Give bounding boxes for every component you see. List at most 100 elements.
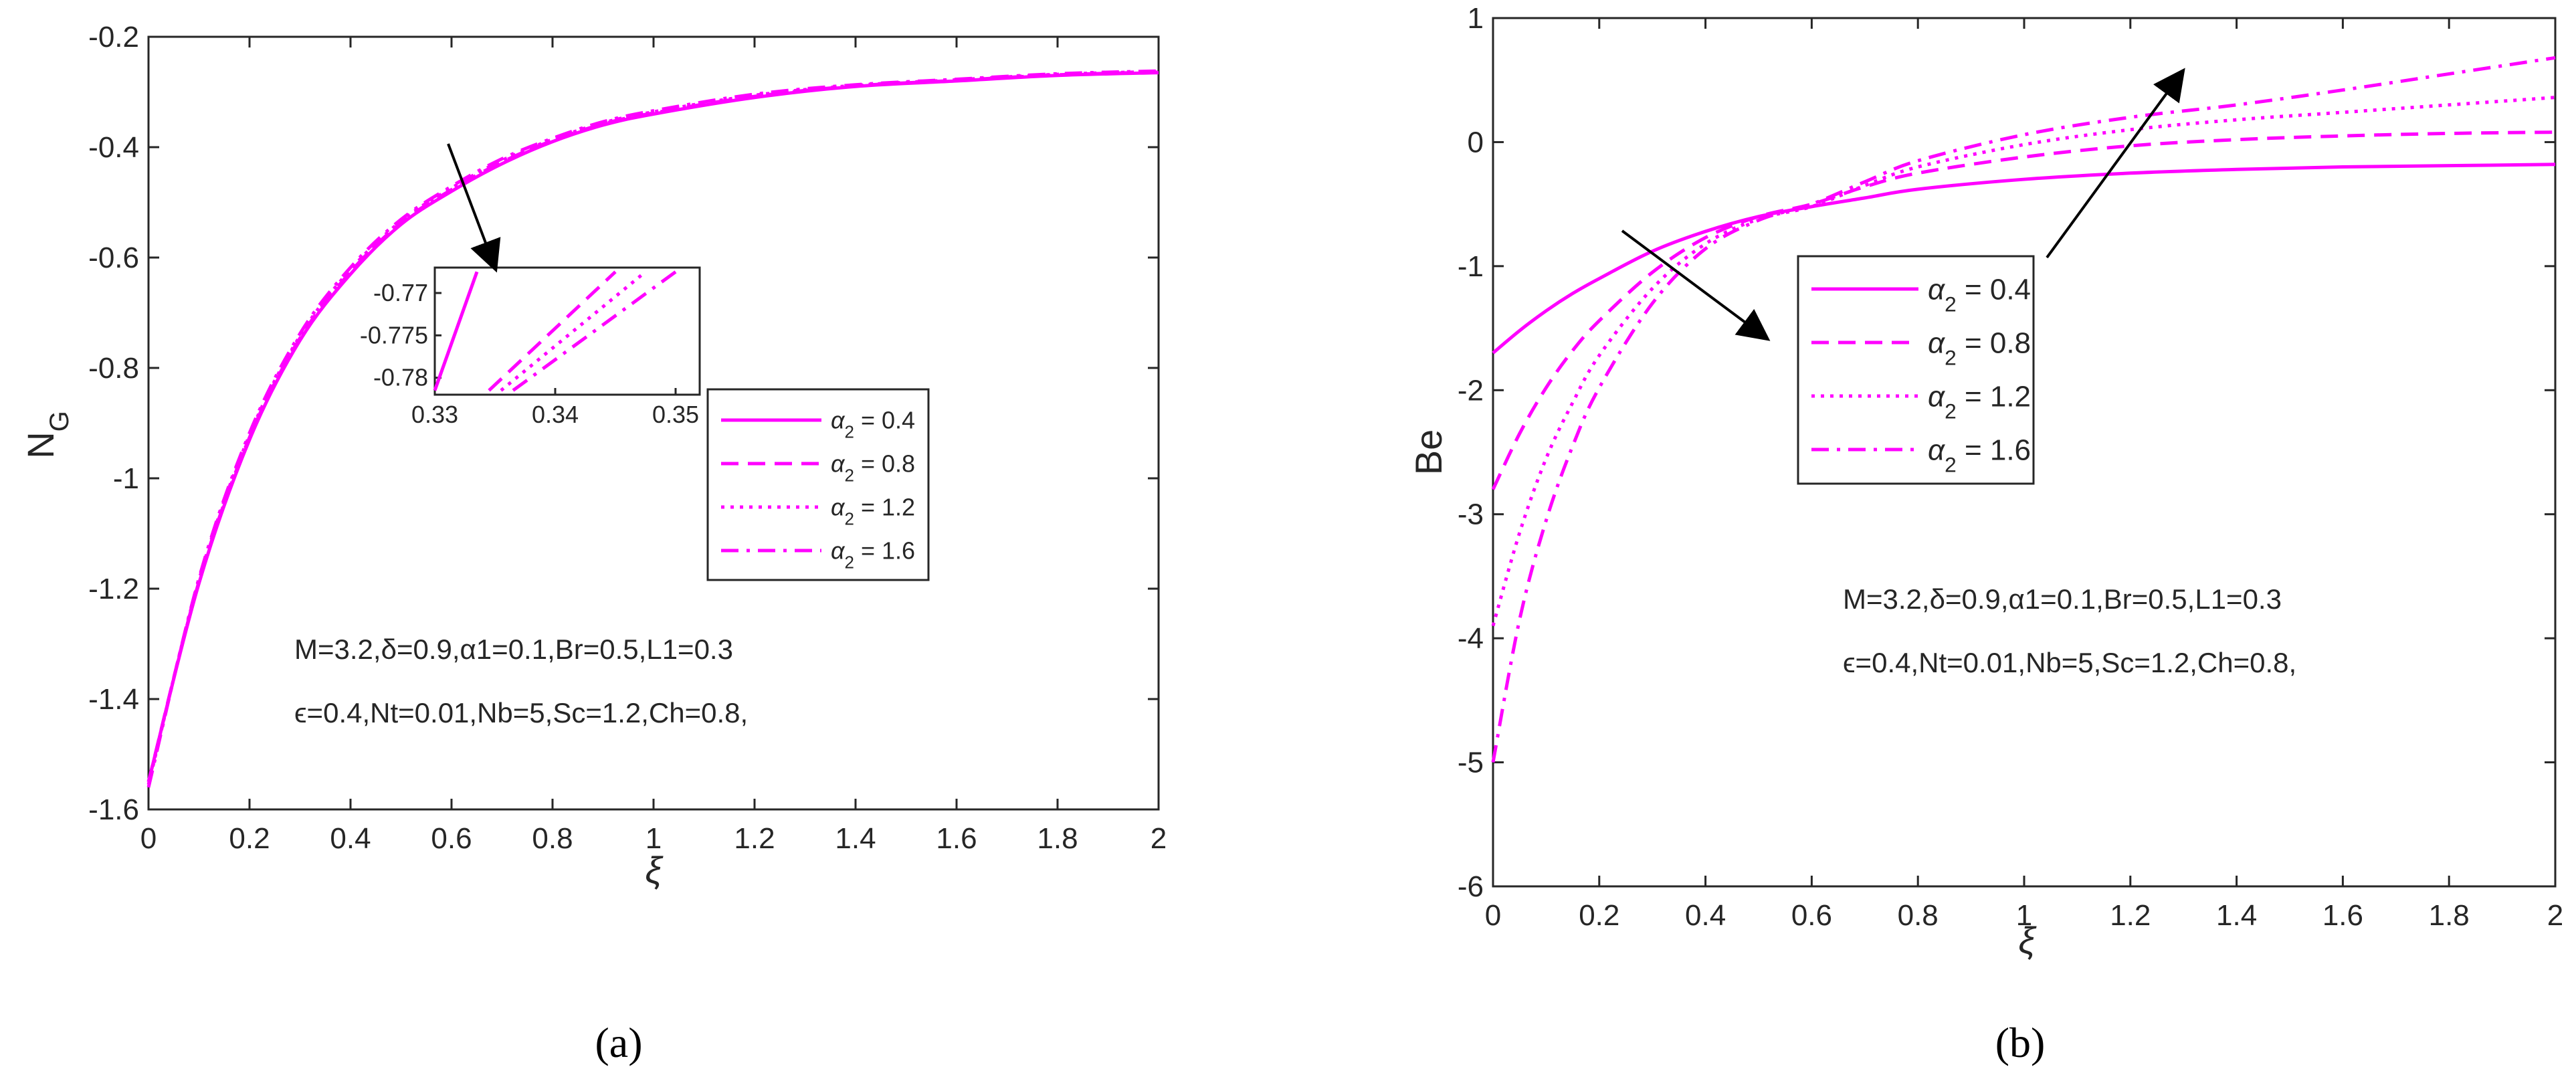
series-line-dashed: [146, 70, 1159, 783]
panel-label-a: (a): [595, 1019, 642, 1066]
y-tick-label: -3: [1458, 498, 1484, 531]
y-tick-label: -0.4: [88, 131, 139, 164]
panel-label-b: (b): [1995, 1019, 2046, 1066]
x-tick-label: 0.2: [229, 822, 270, 855]
legend-entry-label: α2 = 0.8: [1928, 326, 2031, 369]
x-tick-label: 1.8: [2429, 899, 2470, 932]
x-tick-label: 0: [1485, 899, 1501, 932]
legend-value: = 1.2: [854, 494, 915, 521]
y-label-main-a: N: [19, 431, 62, 458]
legend-entry-label: α2 = 1.6: [1928, 433, 2031, 476]
legend-symbol: α: [1928, 380, 1946, 413]
params-text-a-1: M=3.2,δ=0.9,α1=0.1,Br=0.5,L1=0.3: [294, 633, 733, 665]
y-tick-label: -4: [1458, 622, 1484, 655]
y-tick-label: -0.8: [88, 352, 139, 385]
legend-box-b: [1797, 255, 2035, 485]
legend-symbol: α: [1928, 326, 1946, 359]
x-tick-label: 0.8: [1898, 899, 1939, 932]
y-tick-label: -1.2: [88, 573, 139, 605]
x-tick-label: 1: [646, 822, 662, 855]
inset-line-dotted: [500, 270, 647, 392]
x-tick-label: 0: [140, 822, 157, 855]
inset-y-tick-label: -0.775: [360, 321, 428, 349]
y-ticks-b: 1 0 -1 -2 -3 -4 -5 -6: [1458, 2, 2555, 903]
legend-entry-label: α2 = 0.4: [831, 407, 915, 442]
x-tick-label: 1.2: [734, 822, 775, 855]
inset-line-dashed: [488, 270, 617, 392]
x-ticks-b: 0 0.2 0.4 0.6 0.8 1 1.2 1.4 1.6 1.8 2: [1485, 18, 2563, 932]
x-tick-label: 0.6: [1791, 899, 1832, 932]
params-text-a-2: ϵ=0.4,Nt=0.01,Nb=5,Sc=1.2,Ch=0.8,: [294, 697, 748, 728]
legend-subscript: 2: [845, 423, 854, 442]
legend-value: = 1.2: [1957, 380, 2031, 413]
y-tick-label: -5: [1458, 747, 1484, 779]
params-line2-b: ϵ=0.4,Nt=0.01,Nb=5,Sc=1.2,Ch=0.8,: [1843, 647, 2296, 678]
x-tick-label: 1.8: [1037, 822, 1078, 855]
params-line1-a: M=3.2,δ=0.9,α1=0.1,Br=0.5,L1=0.3: [294, 633, 733, 665]
x-tick-label: 0.2: [1579, 899, 1619, 932]
legend-subscript: 2: [845, 554, 854, 573]
legend-entry-label: α2 = 0.8: [831, 450, 915, 486]
legend-entry-label: α2 = 1.2: [831, 494, 915, 529]
legend-value: = 0.8: [854, 450, 915, 478]
x-tick-label: 0.4: [1685, 899, 1726, 932]
y-tick-label: 0: [1468, 126, 1484, 159]
params-text-b-2: ϵ=0.4,Nt=0.01,Nb=5,Sc=1.2,Ch=0.8,: [1843, 647, 2296, 678]
x-tick-label: 1.6: [936, 822, 977, 855]
legend-entry-label: α2 = 0.4: [1928, 273, 2031, 316]
x-axis-label-b: ξ: [2018, 919, 2037, 961]
trend-arrow-b-down: [1621, 229, 1771, 341]
y-tick-label: -0.6: [88, 241, 139, 274]
params-line2-a: ϵ=0.4,Nt=0.01,Nb=5,Sc=1.2,Ch=0.8,: [294, 697, 748, 728]
plot-area-a: [147, 35, 1160, 811]
legend-subscript: 2: [1945, 345, 1957, 369]
legend-value: = 1.6: [1957, 433, 2031, 466]
params-line1-b: M=3.2,δ=0.9,α1=0.1,Br=0.5,L1=0.3: [1843, 583, 2282, 615]
y-tick-label: -1: [1458, 250, 1484, 283]
x-tick-label: 0.8: [532, 822, 573, 855]
inset-ticks-a: 0.33 0.34 0.35 -0.77 -0.775 -0.78: [360, 279, 699, 428]
y-tick-label: -0.2: [88, 21, 139, 54]
x-tick-label: 1.4: [835, 822, 876, 855]
panel-a: 0 0.2 0.4 0.6 0.8 1 1.2 1.4 1.6 1.8 2 -0.2 -0.4 -0.6…: [19, 21, 1167, 1066]
legend-subscript: 2: [1945, 452, 1957, 476]
legend-subscript: 2: [1945, 399, 1957, 423]
legend-a: α2 = 0.4α2 = 0.8α2 = 1.2α2 = 1.6: [706, 388, 930, 581]
series-lines-b: [1491, 56, 2556, 763]
inset-box-a: [433, 266, 701, 396]
legend-value: = 0.8: [1957, 326, 2031, 359]
y-axis-label-a: NG: [19, 411, 74, 459]
y-tick-label: -1.6: [88, 793, 139, 826]
x-tick-label: 2: [1151, 822, 1167, 855]
inset-line-solid: [433, 271, 479, 391]
inset-x-tick-label: 0.34: [532, 401, 579, 428]
series-lines-a: [146, 69, 1159, 788]
legend-subscript: 2: [1945, 292, 1957, 316]
x-tick-label: 1.2: [2110, 899, 2151, 932]
legend-symbol: α: [1928, 433, 1946, 466]
inset-a: 0.33 0.34 0.35 -0.77 -0.775 -0.78: [360, 266, 701, 428]
legend-symbol: α: [831, 407, 846, 434]
y-ticks-a: -0.2 -0.4 -0.6 -0.8 -1 -1.2 -1.4 -1.6: [88, 21, 1159, 826]
series-line-dashed: [1491, 130, 2556, 490]
legend-entry-label: α2 = 1.2: [1928, 380, 2031, 423]
legend-subscript: 2: [845, 510, 854, 529]
trend-arrow-a: [447, 143, 501, 273]
legend-symbol: α: [831, 537, 846, 565]
inset-line-dashdot: [512, 270, 677, 392]
inset-y-tick-label: -0.77: [373, 279, 428, 306]
x-tick-label: 1.4: [2216, 899, 2257, 932]
legend-entry-label: α2 = 1.6: [831, 537, 915, 573]
x-tick-label: 1: [2016, 899, 2032, 932]
y-tick-label: -1: [113, 462, 139, 495]
inset-x-tick-label: 0.35: [652, 401, 699, 428]
y-tick-label: -1.4: [88, 683, 139, 716]
x-tick-label: 0.4: [330, 822, 371, 855]
y-axis-label-b: Be: [1407, 429, 1450, 476]
y-label-sub-a: G: [45, 411, 74, 431]
x-tick-label: 0.6: [431, 822, 472, 855]
y-tick-label: -2: [1458, 374, 1484, 407]
x-tick-label: 2: [2547, 899, 2563, 932]
inset-y-tick-label: -0.78: [373, 364, 428, 391]
